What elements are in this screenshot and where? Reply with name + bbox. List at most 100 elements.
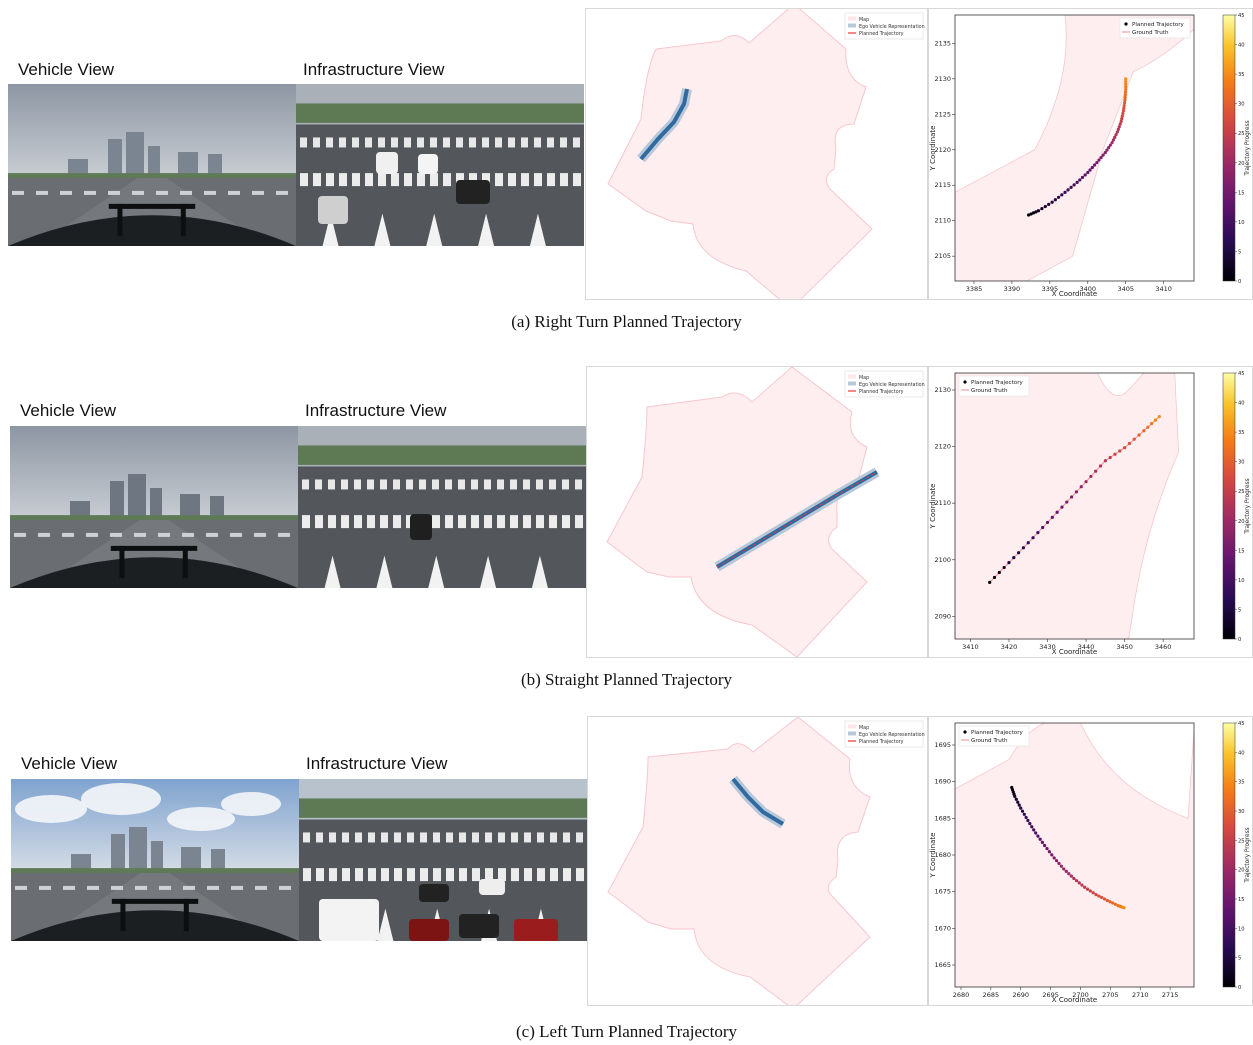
trajectory-point [1122, 103, 1126, 108]
planned-trajectory-line [716, 471, 878, 568]
y-tick-label: 2115 [934, 181, 951, 189]
colorbar-tick-label: 35 [1238, 780, 1245, 786]
legend-label-planned: Planned Trajectory [971, 730, 1024, 736]
map-legend-swatch [848, 724, 856, 729]
trajectory-point [1072, 876, 1076, 881]
trajectory-point [1085, 887, 1090, 891]
x-tick-label: 3385 [966, 285, 983, 293]
trajectory-point [1064, 869, 1068, 873]
trajectory-point [1124, 87, 1128, 92]
trajectory-point [1032, 828, 1036, 832]
trajectory-point [1083, 173, 1087, 177]
trajectory-point [1088, 889, 1092, 893]
colorbar-tick-label: 5 [1238, 607, 1241, 613]
x-tick-label: 3410 [1155, 285, 1172, 293]
trajectory-point [1063, 190, 1067, 194]
trajectory-point [1107, 146, 1111, 150]
trajectory-point [1070, 495, 1074, 499]
legend-label-gt: Ground Truth [971, 388, 1008, 394]
trajectory-point [1127, 441, 1132, 446]
trajectory-point [1105, 898, 1109, 903]
trajectory-point [1034, 831, 1038, 835]
colorbar-tick-label: 40 [1238, 43, 1245, 49]
trajectory-point [1074, 879, 1079, 883]
y-tick-label: 2090 [934, 612, 951, 620]
trajectory-point [1075, 180, 1079, 185]
trajectory-point [1116, 127, 1120, 131]
x-tick-label: 2705 [1102, 991, 1119, 999]
colorbar-label: Trajectory Progress [1245, 120, 1251, 176]
colorbar-tick-label: 10 [1238, 220, 1245, 226]
trajectory-point [1036, 209, 1041, 213]
trajectory-point [1132, 437, 1136, 441]
infrastructure-view-label: Infrastructure View [305, 401, 447, 420]
map-legend-label: Planned Trajectory [859, 389, 904, 395]
trajectory-point [1060, 505, 1064, 509]
map-legend-label: Ego Vehicle Representation [859, 24, 925, 30]
y-axis-label: Y Coordinate [929, 126, 937, 172]
trajectory-point [1103, 459, 1107, 463]
x-tick-label: 3400 [1080, 285, 1097, 293]
trajectory-point [1047, 850, 1052, 854]
trajectory-point [1053, 198, 1057, 202]
x-tick-label: 2715 [1162, 991, 1179, 999]
trajectory-point [1036, 531, 1040, 535]
trajectory-point [1114, 133, 1118, 137]
map-area [955, 15, 1194, 281]
trajectory-point [1111, 138, 1115, 142]
trajectory-point [1047, 202, 1051, 206]
trajectory-point [1026, 818, 1030, 823]
x-tick-label: 3390 [1004, 285, 1021, 293]
trajectory-point [1088, 168, 1092, 172]
trajectory-point [1036, 834, 1040, 838]
infrastructure-photo [298, 426, 586, 588]
vehicle-photo [8, 84, 296, 246]
trajectory-point [1045, 520, 1050, 525]
trajectory-point [1118, 449, 1122, 453]
vehicle-photo [11, 779, 299, 941]
x-tick-label: 3430 [1039, 643, 1056, 651]
colorbar-tick-label: 45 [1238, 721, 1245, 727]
colorbar-tick-label: 20 [1238, 161, 1245, 167]
x-tick-label: 2700 [1072, 991, 1089, 999]
legend-marker-planned [963, 380, 967, 384]
trajectory-point [1078, 178, 1082, 182]
trajectory-point [1040, 840, 1044, 844]
y-tick-label: 2105 [934, 252, 951, 260]
y-tick-label: 2110 [934, 499, 951, 507]
trajectory-point [1121, 111, 1125, 116]
map-panel: Map Ego Vehicle Representation Planned Tra… [587, 716, 928, 1010]
x-axis-label: X Coordinate [1052, 648, 1097, 656]
colorbar-tick-label: 5 [1238, 956, 1241, 962]
trajectory-point [1123, 93, 1127, 97]
trajectory-point [1119, 119, 1123, 123]
trajectory-point [992, 575, 997, 580]
x-axis-label: X Coordinate [1052, 996, 1097, 1004]
x-tick-label: 3450 [1116, 643, 1133, 651]
trajectory-point [1089, 474, 1093, 479]
chart-legend: Planned Trajectory Ground Truth [958, 725, 1030, 747]
trajectory-point [1057, 861, 1061, 866]
y-tick-label: 2125 [934, 110, 951, 118]
x-tick-label: 2690 [1012, 991, 1029, 999]
map-legend-swatch [848, 731, 856, 736]
trajectory-point [1123, 98, 1127, 102]
trajectory-point [1060, 193, 1064, 197]
chart-panel: 3410 3420 3430 3440 3450 3460 2090 2100 2110 2120… [928, 366, 1253, 658]
trajectory-point [1055, 510, 1059, 514]
x-tick-label: 3410 [962, 643, 979, 651]
colorbar-tick-label: 0 [1238, 637, 1241, 643]
infrastructure-view-image [296, 84, 584, 246]
x-tick-label: 3405 [1117, 285, 1134, 293]
trajectory-point [1110, 141, 1114, 145]
trajectory-point [1123, 90, 1128, 94]
map-legend-label: Map [859, 17, 869, 23]
map-area [607, 3, 873, 310]
y-axis-label: Y Coordinate [929, 833, 937, 879]
trajectory-point [1024, 815, 1028, 820]
legend-label-gt: Ground Truth [1132, 30, 1169, 36]
x-tick-label: 2685 [983, 991, 1000, 999]
axes-frame [954, 14, 1195, 282]
